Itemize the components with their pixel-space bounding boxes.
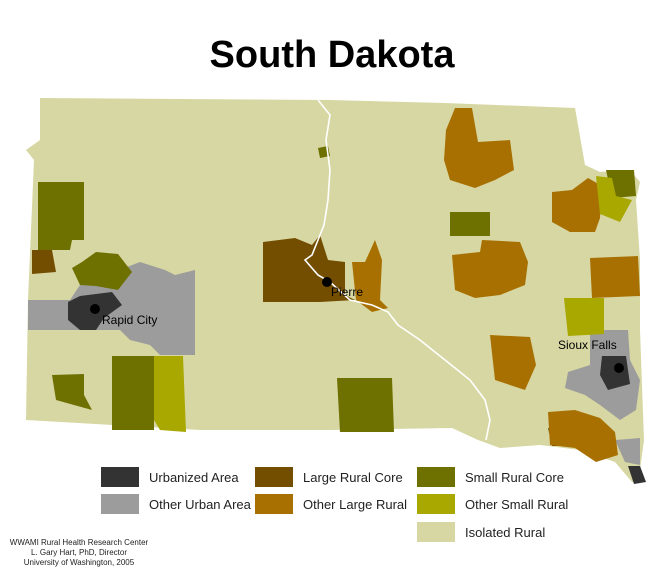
region-small-rural-core-ne xyxy=(450,212,490,236)
region-other-large-rural-pierre xyxy=(352,240,388,312)
region-other-urban-se xyxy=(615,438,640,465)
credits: WWAMI Rural Health Research Center L. Ga… xyxy=(4,538,154,568)
legend-large-rural-core: Large Rural Core xyxy=(255,467,403,487)
legend-label: Isolated Rural xyxy=(465,524,546,540)
legend-urbanized-area: Urbanized Area xyxy=(101,467,239,487)
legend-swatch xyxy=(417,467,455,487)
legend-other-small-rural: Other Small Rural xyxy=(417,494,568,514)
region-other-small-rural-e xyxy=(596,176,632,222)
region-other-large-rural-se2 xyxy=(548,410,618,462)
legend-label: Large Rural Core xyxy=(303,469,403,485)
credit-line: WWAMI Rural Health Research Center xyxy=(9,538,149,547)
legend-swatch xyxy=(417,494,455,514)
legend-isolated-rural: Isolated Rural xyxy=(417,522,545,542)
legend-swatch xyxy=(101,494,139,514)
legend-label: Other Large Rural xyxy=(303,496,408,512)
region-small-rural-core-rc-n xyxy=(72,252,132,290)
map-title: South Dakota xyxy=(209,34,455,76)
region-small-rural-core-sw xyxy=(52,374,92,410)
credit-line: University of Washington, 2005 xyxy=(23,558,135,567)
pierre-label: Pierre xyxy=(331,285,363,299)
sioux-falls-marker xyxy=(614,363,624,373)
region-small-rural-core-nw xyxy=(38,182,84,250)
region-other-large-rural-e xyxy=(552,178,602,232)
rapid-city-label: Rapid City xyxy=(102,313,157,327)
rapid-city-marker xyxy=(90,304,100,314)
legend-label: Other Small Rural xyxy=(465,496,569,512)
legend-other-urban-area: Other Urban Area xyxy=(101,494,251,514)
legend-label: Urbanized Area xyxy=(149,469,239,485)
legend-other-large-rural: Other Large Rural xyxy=(255,494,407,514)
region-urbanized-se-tip xyxy=(628,466,646,484)
legend-label: Small Rural Core xyxy=(465,469,564,485)
region-other-large-rural-ne xyxy=(444,108,514,188)
legend-small-rural-core: Small Rural Core xyxy=(417,467,564,487)
legend-swatch xyxy=(417,522,455,542)
legend-swatch xyxy=(255,467,293,487)
region-small-rural-core-s xyxy=(112,356,154,430)
region-large-rural-core-pierre xyxy=(263,235,355,302)
region-other-large-rural-c xyxy=(452,240,528,298)
legend-label: Other Urban Area xyxy=(149,496,251,512)
credit-line: L. Gary Hart, PhD, Director xyxy=(30,548,128,557)
legend-swatch xyxy=(255,494,293,514)
region-small-rural-core-sc xyxy=(337,378,394,432)
region-other-large-rural-e2 xyxy=(590,256,640,298)
region-other-small-rural-s xyxy=(154,356,186,432)
region-large-rural-core-nw xyxy=(32,250,56,274)
legend-swatch xyxy=(101,467,139,487)
region-other-large-rural-se xyxy=(490,335,536,390)
sioux-falls-label: Sioux Falls xyxy=(558,338,617,352)
pierre-marker xyxy=(322,277,332,287)
region-other-small-rural-e2 xyxy=(564,298,604,336)
